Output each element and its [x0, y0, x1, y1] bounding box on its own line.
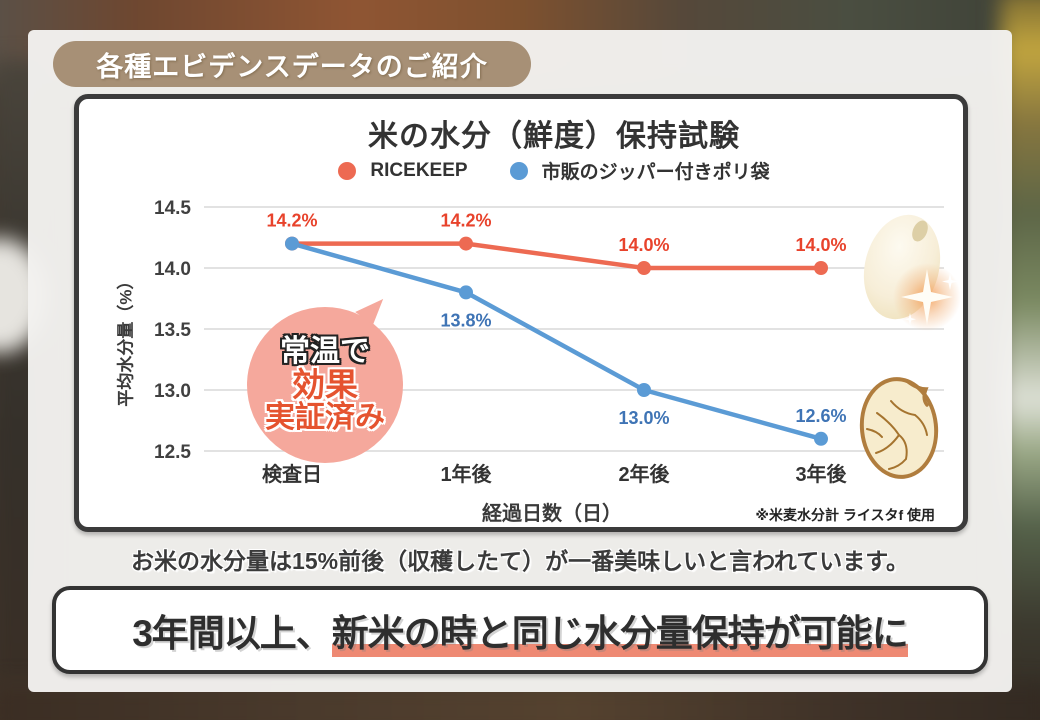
header-badge: 各種エビデンスデータのご紹介 — [53, 41, 531, 87]
fresh-rice-grain-icon — [863, 214, 961, 331]
sparkle-icon — [901, 269, 953, 325]
svg-text:14.0%: 14.0% — [618, 235, 669, 255]
svg-text:14.2%: 14.2% — [266, 211, 317, 231]
svg-text:1年後: 1年後 — [440, 462, 492, 486]
proof-bubble: 常温で 効果 実証済み — [247, 290, 403, 463]
chart-legend: RICEKEEP 市販のジッパー付きポリ袋 — [79, 157, 963, 184]
svg-text:14.2%: 14.2% — [440, 211, 491, 231]
measurement-note: ※米麦水分計 ライスタf 使用 — [755, 507, 935, 523]
svg-text:検査日: 検査日 — [262, 462, 322, 486]
bubble-line1: 常温で — [280, 334, 370, 368]
legend-label-poly-bag: 市販のジッパー付きポリ袋 — [541, 162, 770, 183]
svg-text:12.5: 12.5 — [154, 442, 191, 463]
caption-text: お米の水分量は15%前後（収穫したて）が一番美味しいと言われています。 — [131, 548, 909, 574]
main-panel: 各種エビデンスデータのご紹介 米の水分（鮮度）保持試験 RICEKEEP 市販の… — [28, 30, 1012, 692]
conclusion-banner: 3年間以上、新米の時と同じ水分量保持が可能に — [52, 586, 988, 674]
svg-text:14.0%: 14.0% — [795, 235, 846, 255]
cracked-rice-grain-icon — [859, 377, 939, 479]
svg-text:13.0: 13.0 — [154, 381, 191, 402]
svg-text:14.0: 14.0 — [154, 259, 191, 280]
svg-text:3年後: 3年後 — [795, 462, 847, 486]
conclusion-highlight: 新米の時と同じ水分量保持が可能に — [331, 613, 909, 657]
header-badge-label: 各種エビデンスデータのご紹介 — [96, 51, 488, 82]
conclusion-prefix: 3年間以上、 — [132, 613, 333, 654]
legend-dot-poly-bag — [509, 161, 528, 180]
svg-text:13.0%: 13.0% — [618, 408, 669, 428]
conclusion-text: 3年間以上、新米の時と同じ水分量保持が可能に — [132, 603, 909, 657]
svg-text:14.5: 14.5 — [154, 198, 191, 219]
sparkle-icon — [904, 313, 916, 326]
svg-text:2年後: 2年後 — [618, 462, 670, 486]
svg-text:13.8%: 13.8% — [440, 310, 491, 330]
legend-dot-ricekeep — [338, 161, 357, 180]
chart-card: 米の水分（鮮度）保持試験 RICEKEEP 市販のジッパー付きポリ袋 平均水分量… — [74, 94, 968, 532]
line-chart-plot: 14.5 14.0 13.5 13.0 12.5 検査日 1年後 2年後 3年後 14.2% 14.… — [154, 198, 944, 486]
legend-label-ricekeep: RICEKEEP — [370, 159, 468, 181]
bubble-line3: 実証済み — [265, 401, 385, 435]
chart-title: 米の水分（鮮度）保持試験 — [368, 120, 740, 153]
bubble-line2: 効果 — [292, 365, 358, 403]
sparkle-icon — [942, 273, 958, 290]
svg-text:13.5: 13.5 — [154, 320, 191, 341]
svg-text:12.6%: 12.6% — [795, 406, 846, 426]
x-axis-title: 経過日数（日） — [482, 503, 622, 525]
